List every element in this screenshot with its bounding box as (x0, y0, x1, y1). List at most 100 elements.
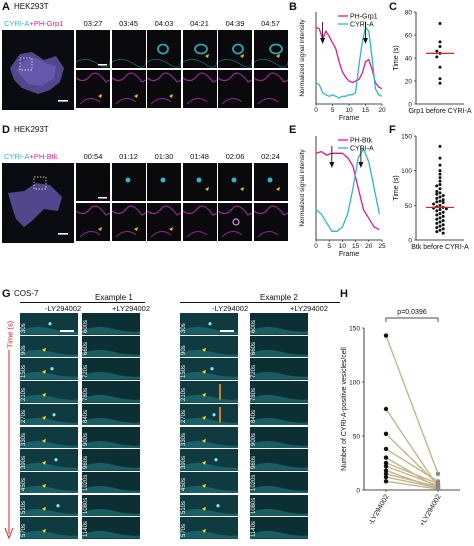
frame-time-label: 150s (181, 364, 187, 378)
chart-h: 0 50 100 150 Number of CYRI-A-positive vesic… (341, 309, 460, 528)
arrowhead-marker (133, 226, 138, 231)
example2-rule (180, 302, 340, 303)
y-tick-label: 0 (408, 102, 412, 109)
timepoint-label: 03:45 (119, 19, 138, 28)
timepoint-label: 04:39 (225, 19, 245, 28)
frame-time-label: 960s (251, 455, 257, 469)
frame-time-label: 660s (251, 342, 257, 356)
frame-time-label: 270s (21, 410, 27, 424)
x-tick-label: 0 (314, 107, 318, 114)
data-point (435, 200, 439, 204)
x-tick-label: 5 (331, 107, 335, 114)
g-cond2-left: +LY294002 (112, 304, 151, 313)
arrowhead-marker (42, 392, 46, 397)
event-arrowhead (320, 38, 326, 44)
cos7-frame: 570s (180, 517, 238, 539)
cos7-frame: 570s (20, 517, 78, 539)
y-axis-label: Time (s) (393, 45, 400, 70)
data-point (441, 198, 445, 202)
frame-time-label: 510s (21, 501, 27, 515)
frame-time-label: 30s (21, 322, 27, 333)
arrowhead-marker (169, 93, 173, 98)
data-point (435, 230, 439, 234)
cos7-frame: 660s (250, 335, 308, 358)
arrowhead-marker (133, 93, 138, 98)
pair-line (385, 473, 439, 488)
probe-cyri: CYRI-A (4, 19, 30, 28)
data-point (438, 156, 442, 160)
data-point (444, 207, 448, 211)
cos7-frame: 720s (82, 358, 140, 380)
cos7-frame: 900s (250, 426, 308, 448)
frame-time-label: 1140s (83, 520, 89, 537)
x-tick-label: 15 (352, 243, 360, 250)
legend-label: PH-Btk (350, 138, 373, 145)
cos7-frame: 450s (20, 471, 78, 494)
cos7-frame: 1020s (250, 471, 308, 494)
data-point (435, 221, 439, 225)
panel-label-b: B (289, 1, 297, 13)
cos7-frame: 900s (82, 426, 140, 448)
arrowhead-marker (275, 187, 280, 191)
frame-time-label: 1080s (83, 497, 89, 515)
data-point-minus (383, 460, 389, 466)
data-point (435, 213, 439, 217)
arrowhead-marker (169, 226, 173, 231)
arrowhead-marker (202, 529, 206, 534)
panel-label-c: C (389, 1, 397, 13)
frame-time-label: 840s (83, 410, 89, 424)
data-point (438, 169, 442, 173)
cos7-frame: 270s (20, 403, 78, 426)
arrowhead-marker (42, 460, 46, 465)
arrowhead-marker (204, 187, 209, 191)
cos7-frame: 30s (180, 313, 238, 335)
arrowhead-marker (42, 415, 46, 420)
data-point (438, 77, 442, 81)
data-point (438, 176, 442, 180)
arrowhead-marker (202, 506, 206, 511)
timepoint-label: 02:24 (261, 152, 280, 161)
cos7-frame: 30s (20, 313, 78, 335)
data-point (438, 220, 442, 224)
data-point-minus (383, 333, 389, 338)
vesicle (56, 503, 60, 507)
ph-channel-frame (218, 202, 252, 241)
frame-time-label: 330s (181, 432, 187, 446)
chart-e: 0 5 10 15 20 25 Frame Normalized signal intensi… (299, 136, 386, 258)
g-cond2-right: +LY294002 (290, 304, 329, 313)
arrowhead-marker (202, 483, 206, 488)
cos7-frame: 330s (180, 426, 238, 448)
timepoint-label: 03:27 (83, 19, 103, 28)
cos7-frame: 90s (180, 335, 238, 358)
data-point-minus (383, 406, 389, 412)
vesicle (212, 412, 216, 417)
ph-channel-frame (253, 202, 288, 241)
x-tick-label: 15 (362, 107, 370, 114)
frame-time-label: 900s (251, 432, 257, 446)
frame-time-label: 450s (181, 478, 187, 492)
data-point (438, 45, 442, 48)
y-axis-label: Time (s) (393, 175, 400, 200)
ph-channel-frame (111, 202, 146, 241)
data-point (435, 192, 439, 196)
ph-channel-frame (76, 202, 110, 241)
y-tick-label: 50 (353, 434, 361, 441)
cos7-frame: 780s (250, 381, 308, 403)
timepoint-label: 02:06 (225, 152, 245, 161)
data-point (435, 196, 439, 200)
cyri-channel-frame (253, 30, 288, 68)
data-point-minus (383, 446, 389, 452)
y-tick-label: 20 (405, 79, 413, 86)
pair-line (385, 465, 439, 487)
panel-label-e: E (289, 124, 297, 136)
cos7-frame: 210s (180, 381, 238, 403)
data-point (441, 231, 445, 235)
cos7-frame: 1080s (82, 494, 140, 517)
timepoint-label: 04:21 (190, 19, 209, 28)
y-axis-label: Number of CYRI-A-positive vesicles/cell (341, 347, 348, 471)
vesicle (50, 367, 54, 371)
significance-bracket (385, 317, 439, 322)
arrowhead-marker (42, 438, 46, 443)
data-point (438, 172, 442, 176)
cyri-channel-frame (218, 30, 252, 68)
